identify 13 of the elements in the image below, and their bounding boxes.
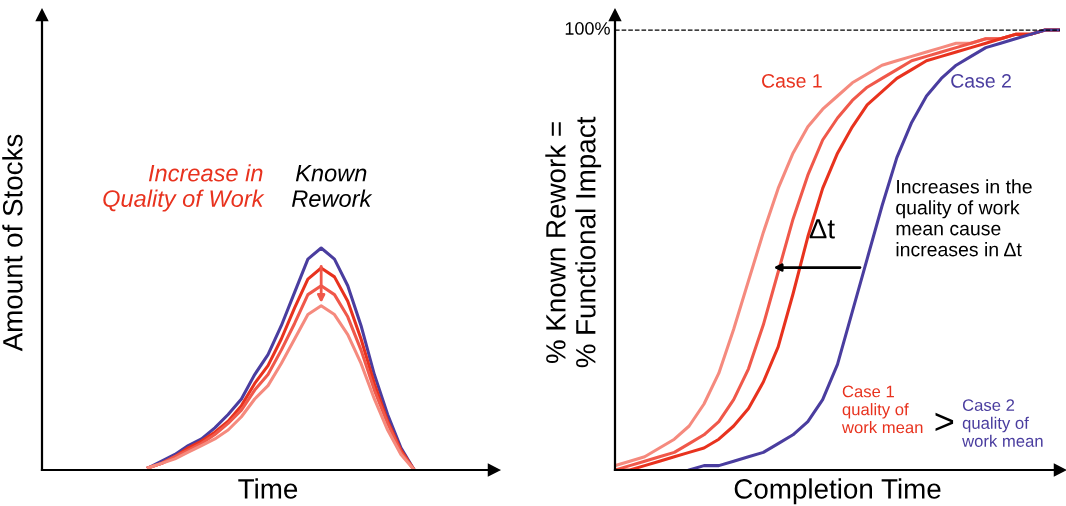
ref-line-label: 100%: [565, 22, 610, 35]
annotation: Increases in the quality of work mean cause increases in Δt: [896, 179, 1032, 257]
x-axis-title: Time: [238, 478, 298, 499]
y-axis-title: Amount of Stocks: [2, 134, 23, 352]
text: Increase in Quality of Work: [103, 164, 265, 212]
x-axis-title: Completion Time: [734, 478, 941, 505]
text: Known Rework: [291, 165, 373, 207]
y-axis-title: % Known Rework = % Functional Impact: [545, 116, 602, 368]
annotation: Case 1 quality of work mean: [841, 385, 923, 434]
annotation: Case 2 quality of work mean: [962, 399, 1043, 447]
series-label: Case 2: [951, 73, 1011, 88]
text: Case 1: [762, 73, 822, 88]
annotation: >: [935, 412, 954, 432]
